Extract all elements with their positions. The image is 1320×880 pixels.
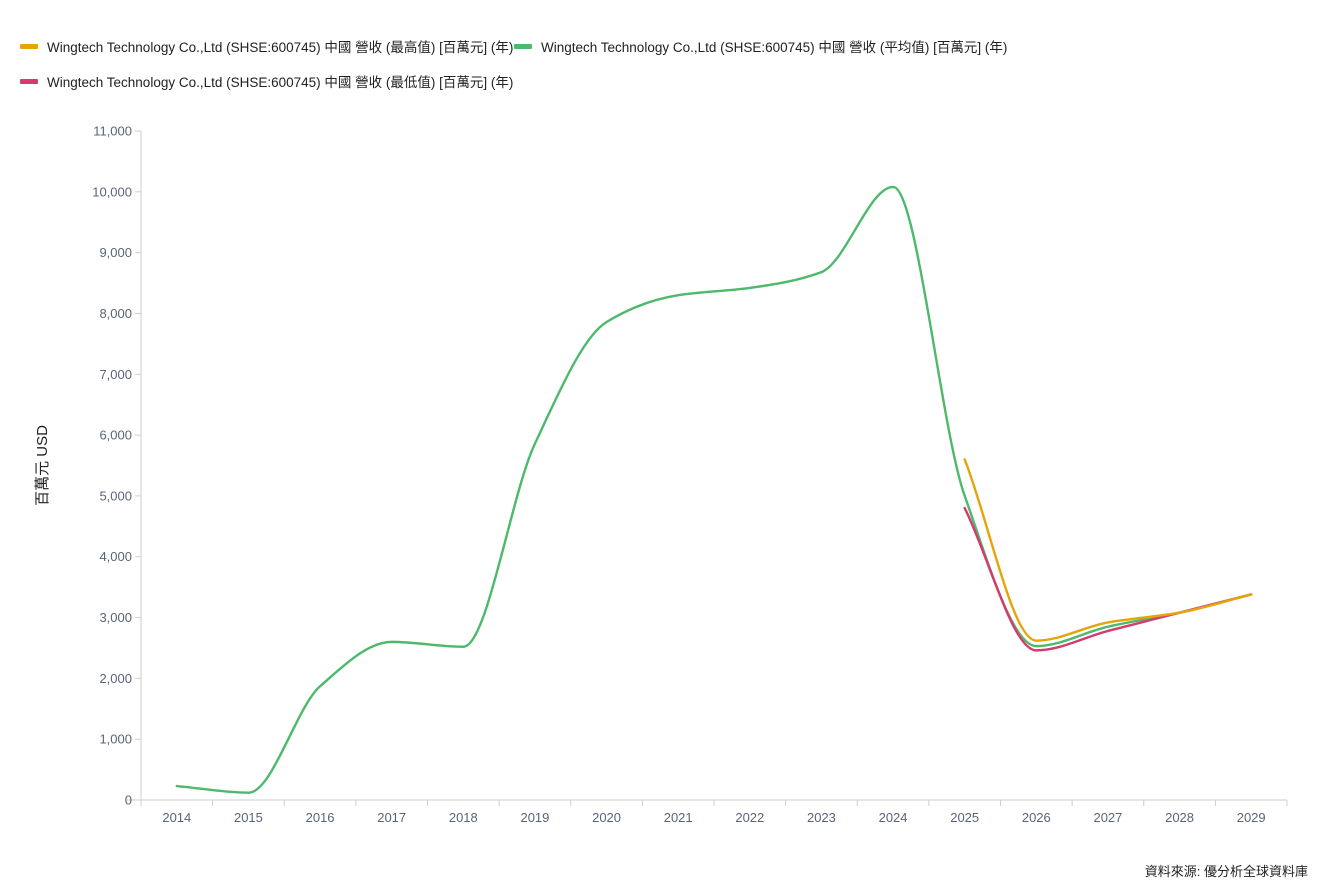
x-tick-label: 2016 <box>306 810 335 825</box>
x-tick-label: 2020 <box>592 810 621 825</box>
y-tick-label: 1,000 <box>99 732 132 747</box>
y-tick-label: 10,000 <box>92 184 132 199</box>
x-tick-label: 2027 <box>1093 810 1122 825</box>
y-tick-label: 0 <box>125 793 132 808</box>
y-tick-label: 4,000 <box>99 549 132 564</box>
legend-label-avg: Wingtech Technology Co.,Ltd (SHSE:600745… <box>541 40 1008 55</box>
legend-label-max: Wingtech Technology Co.,Ltd (SHSE:600745… <box>47 40 514 55</box>
x-tick-label: 2022 <box>735 810 764 825</box>
y-tick-label: 2,000 <box>99 671 132 686</box>
x-tick-label: 2026 <box>1022 810 1051 825</box>
y-axis-title: 百萬元 USD <box>34 425 51 506</box>
y-tick-label: 3,000 <box>99 610 132 625</box>
y-tick-label: 6,000 <box>99 428 132 443</box>
x-tick-label: 2025 <box>950 810 979 825</box>
y-tick-label: 8,000 <box>99 306 132 321</box>
y-tick-label: 7,000 <box>99 367 132 382</box>
x-tick-label: 2024 <box>879 810 908 825</box>
x-tick-label: 2015 <box>234 810 263 825</box>
x-tick-label: 2018 <box>449 810 478 825</box>
legend-swatch-min <box>20 78 38 84</box>
legend-swatch-avg <box>514 43 532 49</box>
y-tick-label: 5,000 <box>99 488 132 503</box>
x-tick-label: 2017 <box>377 810 406 825</box>
series-line-min <box>963 506 1253 652</box>
x-tick-label: 2023 <box>807 810 836 825</box>
y-tick-label: 9,000 <box>99 245 132 260</box>
series-line-avg <box>175 185 1253 794</box>
x-tick-label: 2014 <box>162 810 191 825</box>
x-tick-label: 2029 <box>1237 810 1266 825</box>
y-tick-label: 11,000 <box>93 124 132 139</box>
series-line-max <box>963 458 1253 642</box>
legend-label-min: Wingtech Technology Co.,Ltd (SHSE:600745… <box>47 75 514 90</box>
x-tick-label: 2019 <box>520 810 549 825</box>
legend-swatch-max <box>20 43 38 49</box>
legend-item-max[interactable]: Wingtech Technology Co.,Ltd (SHSE:600745… <box>20 36 513 56</box>
data-source-note: 資料來源: 優分析全球資料庫 <box>1144 864 1308 879</box>
legend-item-avg[interactable]: Wingtech Technology Co.,Ltd (SHSE:600745… <box>514 36 1007 56</box>
x-tick-label: 2021 <box>664 810 693 825</box>
legend-item-min[interactable]: Wingtech Technology Co.,Ltd (SHSE:600745… <box>20 71 513 91</box>
x-tick-label: 2028 <box>1165 810 1194 825</box>
